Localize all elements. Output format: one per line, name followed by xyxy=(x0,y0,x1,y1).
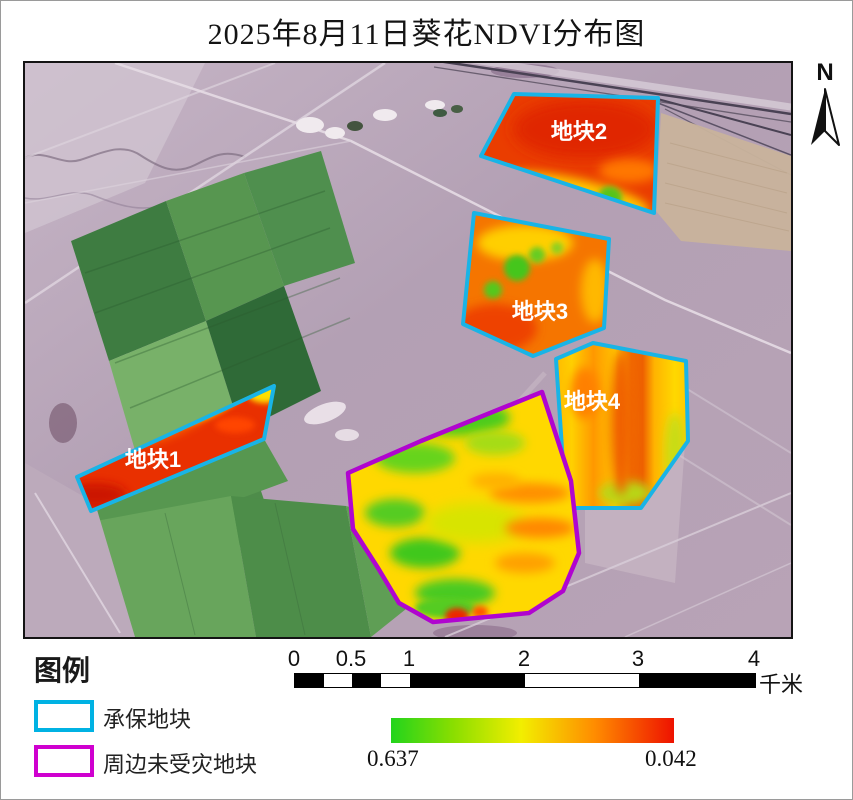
tick-4: 4 xyxy=(747,646,761,671)
plot3-outline xyxy=(461,211,611,358)
plot1-outline xyxy=(75,384,276,513)
satellite-map: 地块1 地块2 xyxy=(25,63,791,637)
legend-title: 图例 xyxy=(34,655,91,686)
north-arrow-icon xyxy=(811,88,840,146)
scalebar xyxy=(294,673,756,688)
scalebar-unit: 千米 xyxy=(759,672,804,697)
page-title: 2025年8月11日葵花NDVI分布图 xyxy=(207,18,646,51)
ndvi-min-value: 0.042 xyxy=(645,746,697,771)
plot1-label: 地块1 xyxy=(125,447,181,472)
tick-0-5: 0.5 xyxy=(335,646,367,671)
insured-plot-swatch xyxy=(34,700,94,732)
plot3-ndvi: 地块3 xyxy=(461,211,611,358)
north-label: N xyxy=(816,59,834,86)
ndvi-color-ramp xyxy=(391,718,674,743)
tick-2: 2 xyxy=(517,646,531,671)
salt-patches xyxy=(296,100,463,441)
plot4-ndvi: 地块4 xyxy=(554,341,690,510)
green-fields-lower-left xyxy=(25,463,416,637)
plot4-label: 地块4 xyxy=(564,389,621,414)
tick-0: 0 xyxy=(287,646,301,671)
plot2-outline xyxy=(479,92,660,215)
tick-1: 1 xyxy=(402,646,416,671)
ndvi-max-value: 0.637 xyxy=(367,746,419,771)
undamaged-plot-outline xyxy=(345,389,582,625)
tick-3: 3 xyxy=(631,646,645,671)
plot2-label: 地块2 xyxy=(551,119,607,144)
undamaged-plot-swatch xyxy=(34,745,94,777)
undamaged-plot-label: 周边未受灾地块 xyxy=(103,752,258,777)
plot3-label: 地块3 xyxy=(512,299,568,324)
map-canvas: 地块1 地块2 xyxy=(23,61,793,639)
tan-field xyxy=(656,113,791,251)
north-arrow: N xyxy=(799,61,851,161)
scalebar-ticks: 0 0.5 1 2 3 4 xyxy=(288,646,760,671)
insured-plot-label: 承保地块 xyxy=(103,707,192,732)
railway-lines xyxy=(433,63,791,176)
